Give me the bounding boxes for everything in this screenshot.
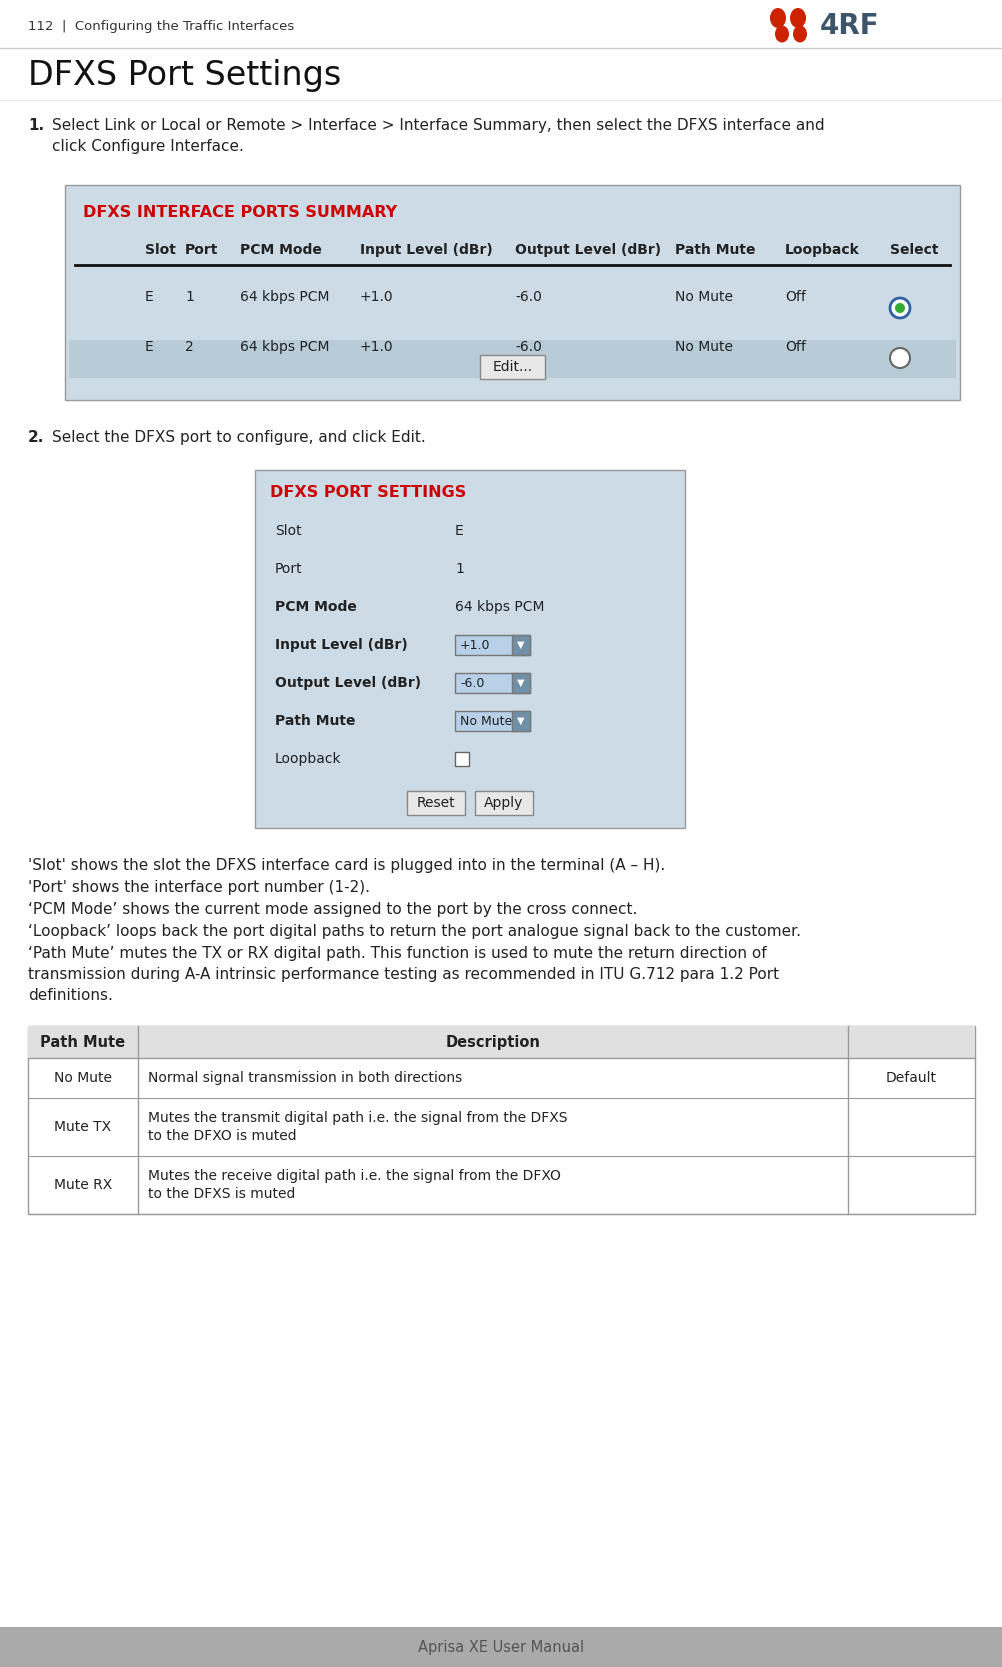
Text: -6.0: -6.0 xyxy=(514,290,541,303)
Text: 64 kbps PCM: 64 kbps PCM xyxy=(455,600,544,613)
Text: Slot: Slot xyxy=(275,523,302,538)
Text: 'Slot' shows the slot the DFXS interface card is plugged into in the terminal (A: 'Slot' shows the slot the DFXS interface… xyxy=(28,859,664,874)
Bar xyxy=(455,712,529,732)
Text: Aprisa XE User Manual: Aprisa XE User Manual xyxy=(418,1640,583,1655)
Text: -6.0: -6.0 xyxy=(460,677,484,690)
Bar xyxy=(480,355,544,378)
Text: Mute RX: Mute RX xyxy=(54,1179,112,1192)
Bar xyxy=(455,635,529,655)
Text: Loopback: Loopback xyxy=(785,243,859,257)
Text: E: E xyxy=(145,340,153,353)
Text: Mutes the transmit digital path i.e. the signal from the DFXS
to the DFXO is mut: Mutes the transmit digital path i.e. the… xyxy=(148,1110,567,1144)
Bar xyxy=(255,470,684,828)
Text: +1.0: +1.0 xyxy=(360,340,393,353)
Text: Port: Port xyxy=(275,562,303,577)
Text: No Mute: No Mute xyxy=(460,715,512,727)
Ellipse shape xyxy=(790,8,806,28)
Text: +1.0: +1.0 xyxy=(360,290,393,303)
Text: Mutes the receive digital path i.e. the signal from the DFXO
to the DFXS is mute: Mutes the receive digital path i.e. the … xyxy=(148,1169,560,1202)
Text: Output Level (dBr): Output Level (dBr) xyxy=(514,243,660,257)
Text: Path Mute: Path Mute xyxy=(40,1035,125,1050)
Text: Description: Description xyxy=(445,1035,540,1050)
Text: No Mute: No Mute xyxy=(54,1070,112,1085)
Text: Loopback: Loopback xyxy=(275,752,342,767)
Bar xyxy=(0,1627,1002,1667)
Text: Input Level (dBr): Input Level (dBr) xyxy=(360,243,492,257)
Text: E: E xyxy=(145,290,153,303)
Ellipse shape xyxy=(775,25,789,42)
Bar xyxy=(69,340,955,378)
Ellipse shape xyxy=(770,8,786,28)
Circle shape xyxy=(889,348,909,368)
Bar xyxy=(511,635,529,655)
Text: Default: Default xyxy=(885,1070,936,1085)
Text: Edit...: Edit... xyxy=(492,360,532,373)
Bar xyxy=(455,673,529,693)
Text: ‘Loopback’ loops back the port digital paths to return the port analogue signal : ‘Loopback’ loops back the port digital p… xyxy=(28,924,801,939)
Text: Reset: Reset xyxy=(416,797,455,810)
Text: Apply: Apply xyxy=(484,797,523,810)
Text: 4RF: 4RF xyxy=(820,12,879,40)
Text: Off: Off xyxy=(785,290,805,303)
Bar xyxy=(28,1025,974,1214)
Text: 2.: 2. xyxy=(28,430,44,445)
Text: 64 kbps PCM: 64 kbps PCM xyxy=(239,340,330,353)
Ellipse shape xyxy=(793,25,807,42)
Text: ▼: ▼ xyxy=(517,717,524,727)
Text: 'Port' shows the interface port number (1-2).: 'Port' shows the interface port number (… xyxy=(28,880,370,895)
Bar xyxy=(511,712,529,732)
Text: 1: 1 xyxy=(184,290,193,303)
Text: Select Link or Local or Remote > Interface > Interface Summary, then select the : Select Link or Local or Remote > Interfa… xyxy=(52,118,824,153)
Text: E: E xyxy=(455,523,463,538)
Bar xyxy=(511,673,529,693)
Text: Path Mute: Path Mute xyxy=(674,243,755,257)
Text: Normal signal transmission in both directions: Normal signal transmission in both direc… xyxy=(148,1070,462,1085)
Text: Path Mute: Path Mute xyxy=(275,713,355,728)
Text: Port: Port xyxy=(184,243,218,257)
Text: 2: 2 xyxy=(184,340,193,353)
Text: No Mute: No Mute xyxy=(674,290,732,303)
Text: PCM Mode: PCM Mode xyxy=(275,600,357,613)
Text: No Mute: No Mute xyxy=(674,340,732,353)
Text: Input Level (dBr): Input Level (dBr) xyxy=(275,638,408,652)
Text: Mute TX: Mute TX xyxy=(54,1120,111,1134)
Text: ‘PCM Mode’ shows the current mode assigned to the port by the cross connect.: ‘PCM Mode’ shows the current mode assign… xyxy=(28,902,636,917)
Text: Select the DFXS port to configure, and click Edit.: Select the DFXS port to configure, and c… xyxy=(52,430,425,445)
Circle shape xyxy=(894,303,904,313)
Text: PCM Mode: PCM Mode xyxy=(239,243,322,257)
Text: ▼: ▼ xyxy=(517,640,524,650)
Text: -6.0: -6.0 xyxy=(514,340,541,353)
Bar xyxy=(455,752,469,767)
Text: 1.: 1. xyxy=(28,118,44,133)
Bar xyxy=(65,185,959,400)
Text: Slot: Slot xyxy=(145,243,175,257)
Text: Select: Select xyxy=(889,243,938,257)
Text: 64 kbps PCM: 64 kbps PCM xyxy=(239,290,330,303)
Text: 112  |  Configuring the Traffic Interfaces: 112 | Configuring the Traffic Interfaces xyxy=(28,20,294,32)
Text: 1: 1 xyxy=(455,562,463,577)
Bar xyxy=(475,792,532,815)
Text: DFXS Port Settings: DFXS Port Settings xyxy=(28,58,341,92)
Text: DFXS INTERFACE PORTS SUMMARY: DFXS INTERFACE PORTS SUMMARY xyxy=(83,205,397,220)
Text: Output Level (dBr): Output Level (dBr) xyxy=(275,677,421,690)
Text: +1.0: +1.0 xyxy=(460,638,490,652)
Text: ‘Path Mute’ mutes the TX or RX digital path. This function is used to mute the r: ‘Path Mute’ mutes the TX or RX digital p… xyxy=(28,945,779,1004)
Text: DFXS PORT SETTINGS: DFXS PORT SETTINGS xyxy=(270,485,466,500)
Bar xyxy=(407,792,465,815)
Bar xyxy=(28,1025,974,1059)
Circle shape xyxy=(889,298,909,318)
Text: ▼: ▼ xyxy=(517,678,524,688)
Text: Off: Off xyxy=(785,340,805,353)
